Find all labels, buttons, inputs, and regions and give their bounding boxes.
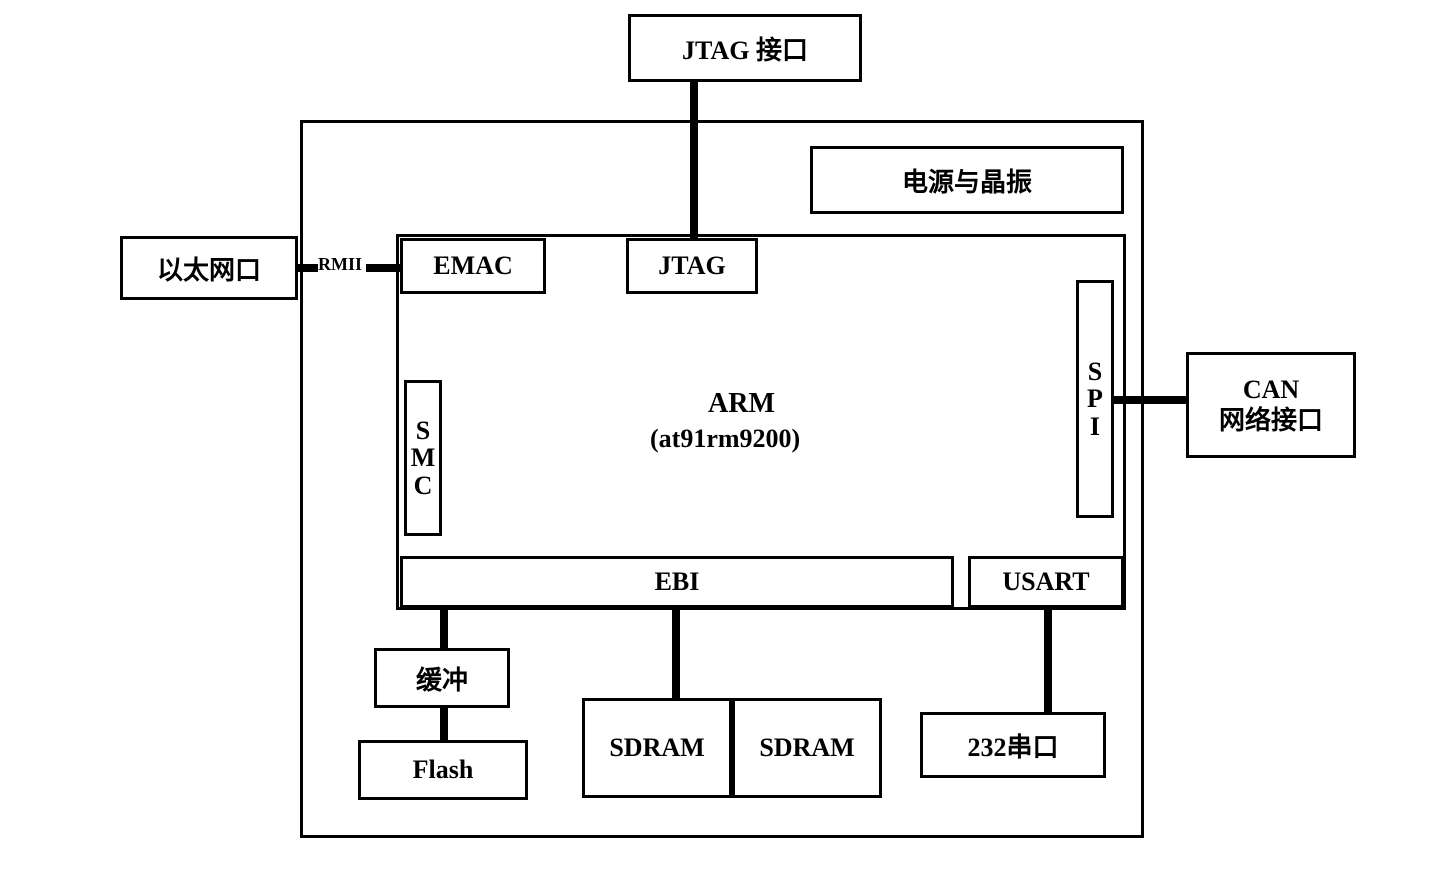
block-sdram-2: SDRAM — [732, 698, 882, 798]
label-rmii: RMII — [318, 254, 362, 275]
block-can: CAN 网络接口 — [1186, 352, 1356, 458]
conn-buffer-flash — [440, 708, 448, 740]
conn-spi-can — [1114, 396, 1186, 404]
label-arm-line1: ARM — [708, 388, 775, 420]
conn-ebi-buffer — [440, 608, 448, 648]
label-ebi: EBI — [655, 567, 700, 597]
block-jtag: JTAG — [626, 238, 758, 294]
label-sdram-2: SDRAM — [759, 733, 854, 763]
conn-jtagif-jtag — [690, 82, 698, 238]
label-sdram-1: SDRAM — [609, 733, 704, 763]
block-flash: Flash — [358, 740, 528, 800]
label-serial-232: 232串口 — [967, 727, 1058, 764]
block-ethernet: 以太网口 — [120, 236, 298, 300]
block-usart: USART — [968, 556, 1124, 608]
block-sdram-1: SDRAM — [582, 698, 732, 798]
block-serial-232: 232串口 — [920, 712, 1106, 778]
block-spi: SPI — [1076, 280, 1114, 518]
block-smc: SMC — [404, 380, 442, 536]
label-jtag: JTAG — [658, 251, 725, 281]
block-ebi: EBI — [400, 556, 954, 608]
label-spi: SPI — [1087, 358, 1103, 440]
label-arm-line2: (at91rm9200) — [650, 424, 800, 454]
block-jtag-interface: JTAG 接口 — [628, 14, 862, 82]
conn-eth-rmii-a — [298, 264, 318, 272]
label-buffer: 缓冲 — [416, 660, 468, 697]
label-can-l1: CAN — [1243, 374, 1299, 405]
label-power-crystal: 电源与晶振 — [902, 162, 1032, 199]
block-power-crystal: 电源与晶振 — [810, 146, 1124, 214]
label-ethernet: 以太网口 — [157, 250, 261, 287]
label-flash: Flash — [413, 755, 474, 785]
label-usart: USART — [1002, 567, 1089, 597]
block-emac: EMAC — [400, 238, 546, 294]
conn-eth-rmii-b — [366, 264, 400, 272]
conn-usart-serial — [1044, 608, 1052, 712]
block-buffer: 缓冲 — [374, 648, 510, 708]
label-smc: SMC — [411, 417, 436, 499]
conn-ebi-sdram — [672, 608, 680, 698]
label-jtag-interface: JTAG 接口 — [682, 30, 808, 67]
label-can-l2: 网络接口 — [1219, 405, 1323, 436]
label-emac: EMAC — [433, 251, 512, 281]
